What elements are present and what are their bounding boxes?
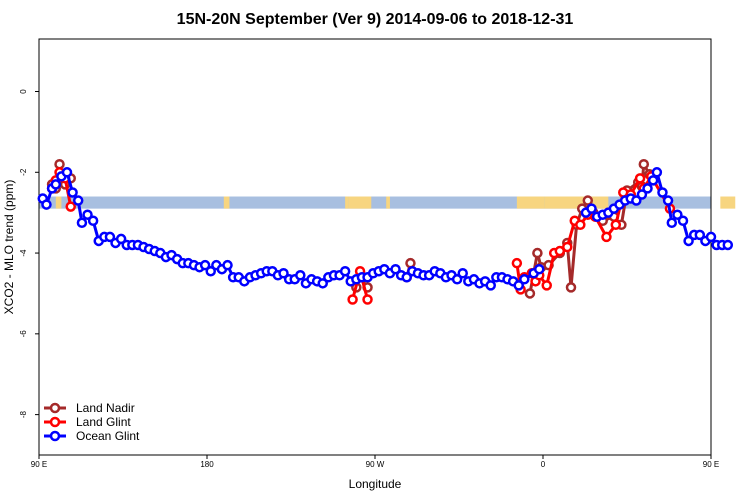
- legend-item-land-nadir: Land Nadir: [44, 401, 135, 415]
- ocean-glint-point: [672, 209, 683, 220]
- legend: Land Nadir Land Glint Ocean Glint: [44, 401, 140, 443]
- land-band-segment: [720, 196, 736, 209]
- legend-item-land-glint: Land Glint: [44, 415, 131, 429]
- chart-title: 15N-20N September (Ver 9) 2014-09-06 to …: [177, 11, 574, 28]
- ocean-glint-point: [631, 195, 642, 206]
- land-band-segment: [348, 196, 372, 209]
- land-band-segment: [516, 196, 545, 209]
- ocean-glint-point: [339, 265, 351, 277]
- land-nadir-point: [565, 282, 577, 293]
- land-glint-point: [511, 257, 523, 269]
- land-band-segment: [223, 196, 230, 209]
- ocean-glint-point: [104, 231, 116, 243]
- ocean-glint-point: [50, 179, 62, 190]
- ocean-glint-point: [705, 231, 717, 243]
- ocean-glint-point: [295, 270, 306, 281]
- y-tick-label: -6: [19, 330, 28, 338]
- land-glint-segment: [545, 251, 556, 287]
- ocean-glint-point: [642, 183, 653, 194]
- land-glint-point: [562, 241, 573, 253]
- ocean-glint-point: [41, 199, 52, 210]
- ocean-glint-point: [666, 217, 678, 229]
- ocean-glint-point: [401, 272, 412, 283]
- ocean-glint-point: [657, 187, 668, 198]
- surface-band: [39, 196, 736, 209]
- ocean-glint-point: [662, 195, 674, 206]
- ocean-glint-point: [317, 278, 328, 289]
- y-axis-label: XCO2 - MLO trend (ppm): [2, 180, 16, 315]
- series-layer: [37, 158, 734, 305]
- ocean-glint-point: [205, 265, 216, 277]
- ocean-glint-point: [694, 229, 706, 241]
- land-glint-point: [65, 201, 76, 212]
- ocean-glint-point: [61, 167, 73, 178]
- y-axis: 0 -2 -4 -6 -8: [19, 89, 39, 418]
- ocean-glint-point: [519, 274, 530, 285]
- ocean-glint-point: [82, 209, 93, 220]
- legend-label-land-glint: Land Glint: [76, 415, 131, 429]
- land-nadir-segment: [569, 223, 579, 289]
- land-band-segment: [544, 196, 609, 209]
- y-tick-label: -8: [19, 411, 28, 419]
- series-ocean-glint: [37, 167, 734, 291]
- land-glint-point: [541, 280, 552, 291]
- land-band-segment: [386, 196, 390, 209]
- land-glint-point: [601, 231, 612, 243]
- legend-label-ocean-glint: Ocean Glint: [76, 429, 140, 443]
- y-tick-label: -4: [19, 249, 28, 257]
- y-tick-label: 0: [19, 89, 28, 94]
- legend-label-land-nadir: Land Nadir: [76, 401, 135, 415]
- land-band-segment: [345, 196, 349, 209]
- land-glint-point: [347, 294, 358, 305]
- legend-item-ocean-glint: Ocean Glint: [44, 429, 140, 443]
- land-glint-point: [554, 245, 566, 257]
- x-tick-label: 90 E: [703, 460, 719, 469]
- ocean-glint-point: [534, 263, 545, 275]
- ocean-glint-point: [76, 217, 88, 229]
- ocean-glint-point: [586, 203, 597, 214]
- land-nadir-point: [54, 158, 65, 170]
- land-band-segment: [55, 196, 62, 209]
- ocean-glint-point: [72, 195, 84, 206]
- land-nadir-point: [532, 247, 543, 259]
- land-nadir-point: [405, 257, 416, 269]
- ocean-glint-point: [115, 233, 127, 245]
- ocean-glint-point: [636, 189, 648, 200]
- y-tick-label: -2: [19, 168, 28, 176]
- x-tick-label: 90 E: [31, 460, 47, 469]
- land-glint-point: [634, 173, 646, 184]
- land-nadir-point: [582, 195, 594, 206]
- ocean-glint-point: [651, 167, 663, 178]
- ocean-glint-point: [87, 215, 99, 226]
- ocean-glint-point: [647, 175, 659, 186]
- ocean-glint-point: [451, 274, 463, 285]
- ocean-glint-point: [278, 268, 289, 279]
- ocean-glint-point: [485, 280, 496, 291]
- ocean-glint-point: [390, 263, 401, 275]
- land-glint-point: [610, 219, 622, 231]
- ocean-glint-point: [683, 235, 694, 247]
- land-glint-point: [362, 294, 373, 305]
- x-tick-label: 0: [541, 460, 546, 469]
- x-axis-label: Longitude: [349, 477, 402, 491]
- land-nadir-point: [638, 158, 650, 170]
- land-glint-point: [575, 219, 586, 231]
- series-land-glint: [46, 167, 676, 305]
- ocean-glint-point: [222, 259, 233, 271]
- ocean-glint-point: [67, 187, 78, 198]
- ocean-glint-point: [513, 280, 524, 291]
- ocean-glint-point: [457, 268, 468, 279]
- ocean-glint-point: [199, 259, 211, 271]
- x-tick-label: 90 W: [366, 460, 385, 469]
- ocean-glint-point: [722, 239, 734, 251]
- ocean-glint-point: [677, 215, 689, 226]
- x-tick-label: 180: [200, 460, 214, 469]
- land-nadir-point: [524, 288, 536, 299]
